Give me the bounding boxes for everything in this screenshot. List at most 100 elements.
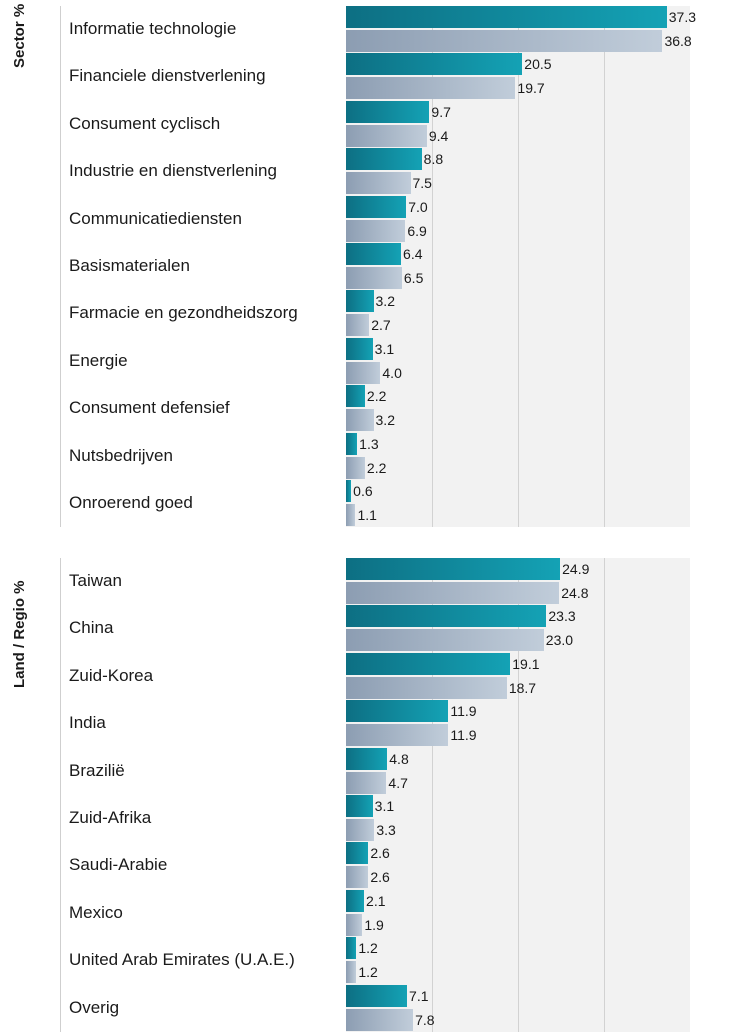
sector-value-label: 20.5	[524, 56, 552, 73]
sector-value-label: 3.1	[374, 340, 395, 357]
region-value-label: 24.9	[562, 561, 590, 577]
sector-series-1-bar	[346, 148, 422, 171]
region-value-label: 4.7	[388, 774, 408, 791]
sector-gridline	[518, 6, 519, 528]
region-value-label: 11.9	[450, 727, 477, 744]
region-value-label: 1.9	[364, 916, 384, 933]
sector-series-1-bar	[346, 337, 373, 360]
sector-category-label: Farmacie en gezondheidszorg	[69, 303, 298, 323]
sector-value-label: 3.2	[375, 293, 395, 310]
sector-category-label: Consument cyclisch	[69, 113, 221, 133]
region-value-label: 2.6	[370, 869, 390, 886]
region-value-label: 11.9	[450, 703, 477, 720]
region-category-label: Zuid-Korea	[69, 665, 154, 685]
sector-series-1-bar	[346, 480, 352, 502]
sector-series-2-bar	[346, 361, 381, 384]
region-chart: Land / Regio % Taiwan 24.9 24.8 China 23.3 23…	[0, 558, 750, 1032]
region-series-2-bar	[346, 629, 544, 652]
sector-chart-title: Sector %	[11, 3, 28, 68]
sector-series-1-bar	[346, 432, 358, 455]
sector-series-2-bar	[346, 77, 516, 100]
region-series-2-bar	[346, 961, 357, 984]
sector-series-1-bar	[346, 6, 667, 28]
sector-series-2-bar	[346, 124, 427, 147]
sector-series-2-bar	[346, 314, 370, 337]
sector-category-label: Nutsbedrijven	[69, 445, 173, 465]
sector-value-label: 7.5	[412, 175, 432, 192]
sector-value-label: 2.7	[371, 317, 391, 334]
sector-series-2-bar	[346, 504, 356, 526]
sector-series-2-bar	[346, 267, 402, 289]
sector-value-label: 7.0	[408, 198, 428, 215]
sector-series-1-bar	[346, 290, 374, 313]
region-series-1-bar	[346, 984, 408, 1007]
region-value-label: 19.1	[512, 655, 540, 672]
region-chart-title: Land / Regio %	[11, 580, 28, 688]
region-category-label: India	[69, 713, 106, 733]
sector-value-label: 9.4	[428, 127, 449, 144]
sector-chart: Sector % Informatie technologie 37.3 36.8 F…	[0, 3, 750, 528]
sector-value-label: 19.7	[517, 80, 545, 97]
sector-value-label: 1.1	[357, 507, 377, 523]
region-series-1-bar	[346, 747, 388, 770]
region-value-label: 23.3	[548, 608, 576, 625]
sector-series-2-bar	[346, 172, 411, 195]
region-category-label: Saudi-Arabie	[69, 855, 168, 875]
region-value-label: 23.0	[545, 632, 574, 649]
region-category-label: China	[69, 618, 114, 638]
sector-category-label: Communicatiediensten	[69, 208, 242, 228]
region-gridline	[432, 558, 433, 1032]
region-value-label: 3.1	[374, 798, 395, 814]
sector-gridline	[432, 6, 433, 528]
region-series-2-bar	[346, 1008, 414, 1031]
sector-gridline	[604, 6, 605, 528]
sector-value-label: 6.4	[403, 246, 423, 262]
region-series-1-bar	[346, 889, 365, 912]
region-value-label: 1.2	[358, 940, 378, 957]
sector-category-label: Financiele dienstverlening	[69, 66, 266, 86]
sector-series-2-bar	[346, 456, 365, 479]
sector-category-label: Onroerend goed	[69, 493, 193, 512]
sector-series-1-bar	[346, 195, 407, 218]
region-gridline	[518, 558, 519, 1032]
region-series-2-bar	[346, 676, 507, 699]
region-value-label: 2.1	[366, 892, 386, 909]
sector-value-label: 3.2	[375, 412, 395, 429]
region-series-2-bar	[346, 724, 449, 747]
region-series-1-bar	[346, 700, 449, 723]
sector-series-1-bar	[346, 100, 430, 123]
region-series-2-bar	[346, 866, 369, 889]
region-value-label: 7.8	[415, 1011, 435, 1028]
region-value-label: 4.8	[389, 750, 409, 767]
region-category-label: Mexico	[69, 902, 123, 922]
region-series-1-bar	[346, 795, 373, 817]
sector-category-label: Energie	[69, 350, 128, 370]
region-series-2-bar	[346, 771, 387, 794]
sector-value-label: 9.7	[431, 103, 451, 120]
region-gridline	[604, 558, 605, 1032]
sector-value-label: 8.8	[423, 151, 444, 168]
region-series-2-bar	[346, 913, 363, 936]
sector-category-label: Informatie technologie	[69, 19, 237, 38]
sector-value-label: 37.3	[668, 9, 697, 25]
sector-series-1-bar	[346, 385, 365, 408]
sector-value-label: 36.8	[664, 33, 692, 49]
sector-series-1-bar	[346, 243, 402, 265]
sector-value-label: 2.2	[366, 388, 387, 405]
sector-category-label: Basismaterialen	[69, 256, 190, 275]
sector-label-divider	[60, 6, 61, 528]
sector-series-2-bar	[346, 409, 374, 432]
region-category-label: United Arab Emirates (U.A.E.)	[69, 950, 295, 970]
region-value-label: 18.7	[508, 679, 537, 696]
sector-series-2-bar	[346, 30, 663, 52]
region-series-1-bar	[346, 842, 369, 865]
region-category-label: Overig	[69, 997, 120, 1017]
sector-category-label: Industrie en dienstverlening	[69, 161, 277, 181]
sector-value-label: 6.5	[403, 270, 424, 286]
sector-category-label: Consument defensief	[69, 398, 230, 418]
sector-series-1-bar	[346, 53, 523, 76]
sector-value-label: 0.6	[353, 483, 373, 499]
region-series-1-bar	[346, 652, 511, 675]
region-value-label: 7.1	[409, 987, 429, 1004]
region-value-label: 3.3	[376, 822, 396, 838]
